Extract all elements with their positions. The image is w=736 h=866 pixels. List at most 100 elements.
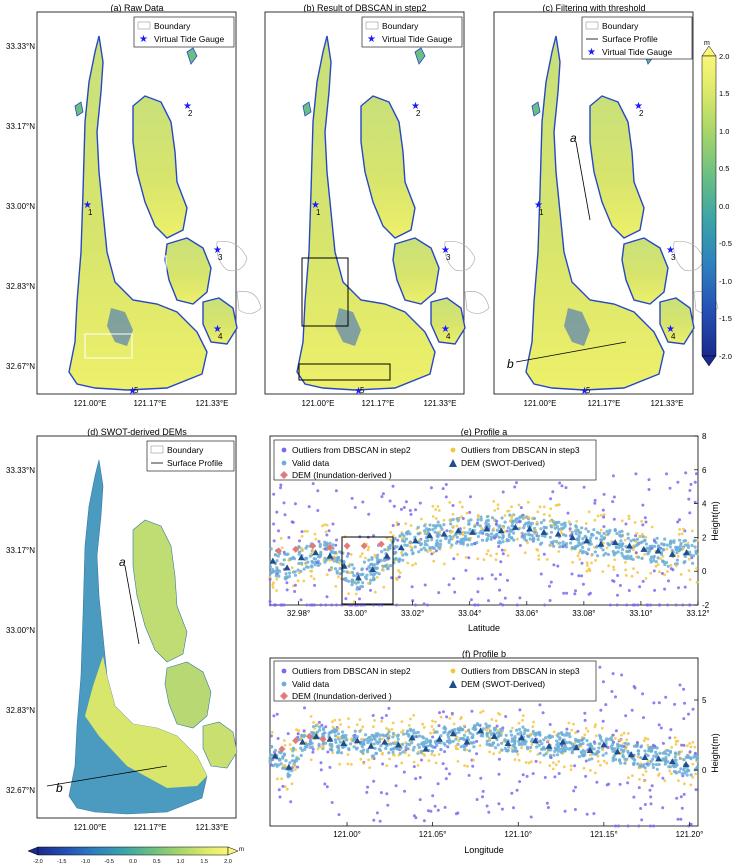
legend-marker (450, 447, 456, 453)
colorbar-tick: -2.0 (719, 352, 732, 361)
colorbar-tick: -0.5 (719, 239, 732, 248)
dem-swot-point (395, 741, 402, 748)
colorbar-tick: -1.0 (81, 859, 90, 865)
dem-swot-point (540, 528, 548, 535)
star-icon: ★ (83, 200, 92, 211)
colorbar-tick: -0.5 (105, 859, 114, 865)
star-icon: ★ (213, 324, 222, 335)
dem-swot-point (640, 545, 648, 552)
legend-marker (281, 668, 287, 674)
dem-swot-point (586, 747, 594, 753)
star-icon: ★ (580, 386, 589, 397)
dem-swot-point (297, 554, 305, 561)
star-icon: ★ (666, 245, 675, 256)
panel-a-highlight-box-2 (84, 333, 133, 359)
y-axis-label: Height(m) (710, 733, 720, 773)
dem-swot-point (353, 737, 361, 744)
dem-inundation-point (305, 732, 313, 740)
star-icon: ★ (213, 245, 222, 256)
panel-b: (b) Result of DBSCAN in step2 Boundary ★… (264, 3, 490, 408)
legend-marker (280, 692, 288, 700)
dem-inundation-point (343, 542, 351, 550)
legend-label: Outliers from DBSCAN in step2 (292, 666, 411, 676)
profile-a-chart: (e) Profile a Outliers from DBSCAN in st… (268, 427, 720, 633)
highlight-box (341, 536, 394, 605)
colorbar-left-cap (27, 846, 39, 856)
dem-swot-point (504, 740, 512, 746)
x-axis-label: Latitude (468, 623, 500, 633)
chart-legend: Outliers from DBSCAN in step2 Valid data… (273, 439, 597, 481)
dem-inundation-point (319, 735, 327, 743)
lat-tick: 33.17°N (6, 546, 35, 555)
gauge-label: 2 (188, 109, 193, 118)
x-tick-label: 33.00° (344, 609, 367, 618)
lat-tick: 33.00°N (6, 202, 35, 211)
x-tick-label: 33.08° (572, 609, 595, 618)
profile-label-a: a (570, 131, 577, 145)
lon-tick: 121.00°E (523, 399, 556, 408)
dem-swot-point (397, 544, 405, 551)
dem-swot-point (483, 525, 491, 532)
lon-tick: 121.00°E (73, 823, 106, 832)
gauge-label: 3 (671, 253, 676, 262)
star-icon: ★ (128, 386, 137, 397)
y-axis-label: Height(m) (710, 501, 720, 541)
x-axis-label: Longitude (464, 845, 504, 855)
dem-swot-point (668, 758, 676, 765)
x-tick-label: 121.20° (676, 830, 704, 839)
profile-line-a (124, 565, 140, 645)
legend-marker (450, 668, 456, 674)
dem-swot-point (569, 534, 576, 540)
gauge-label: 2 (416, 109, 421, 118)
dem-swot-point (545, 742, 553, 749)
colorbar-tick: -2.0 (33, 859, 42, 865)
y-tick-label: 2 (702, 533, 707, 542)
y-tick-label: 8 (702, 432, 707, 441)
panel-d-title: (d) SWOT-derived DEMs (87, 427, 187, 437)
lon-tick: 121.17°E (361, 399, 394, 408)
dem-swot-point (641, 754, 649, 760)
dem-inundation-point (326, 544, 334, 552)
star-icon: ★ (666, 324, 675, 335)
star-icon: ★ (634, 101, 643, 112)
x-tick-label: 33.10° (629, 609, 652, 618)
lon-tick: 121.00°E (73, 399, 106, 408)
star-icon: ★ (411, 101, 420, 112)
panel-a-lon-ticks: 121.00°E 121.17°E 121.33°E (73, 399, 228, 408)
lat-tick: 33.17°N (6, 122, 35, 131)
panel-a: (a) Raw Data Boundary ★ Virtual Tide Gau… (6, 3, 262, 408)
dem-marks (269, 523, 690, 581)
dem-swot-point (463, 738, 471, 745)
x-tick-label: 33.02° (401, 609, 424, 618)
lat-tick: 33.33°N (6, 42, 35, 51)
gauge-label: 1 (316, 208, 321, 217)
panel-b-title: (b) Result of DBSCAN in step2 (303, 3, 426, 13)
star-icon: ★ (139, 34, 148, 45)
panel-c-lon-ticks: 121.00°E 121.17°E 121.33°E (523, 399, 683, 408)
star-icon: ★ (354, 386, 363, 397)
lon-tick: 121.00°E (301, 399, 334, 408)
gauge-label: 5 (586, 386, 591, 395)
star-icon: ★ (311, 200, 320, 211)
dem-swot-point (583, 537, 591, 544)
star-icon: ★ (534, 200, 543, 211)
dem-swot-point (285, 763, 293, 770)
colorbar-right-cap (227, 846, 239, 856)
panel-a-title: (a) Raw Data (110, 3, 163, 13)
dem-swot-point (559, 738, 567, 745)
gauge-label: 2 (639, 109, 644, 118)
colorbar-tick: -1.0 (719, 277, 732, 286)
dem-swot-point (449, 730, 457, 737)
star-icon: ★ (367, 34, 376, 45)
panel-d-lon-ticks: 121.00°E 121.17°E 121.33°E (73, 823, 228, 832)
dem-swot-point (283, 564, 291, 571)
y-tick-label: 6 (702, 466, 707, 475)
dem-swot-point (271, 752, 279, 759)
dem-swot-point (367, 742, 375, 749)
lon-tick: 121.17°E (133, 399, 166, 408)
gauge-label: 3 (446, 253, 451, 262)
panel-b-dbscan-box-2 (298, 363, 391, 381)
dem-swot-point (597, 540, 605, 547)
dem-inundation-point (309, 542, 317, 550)
